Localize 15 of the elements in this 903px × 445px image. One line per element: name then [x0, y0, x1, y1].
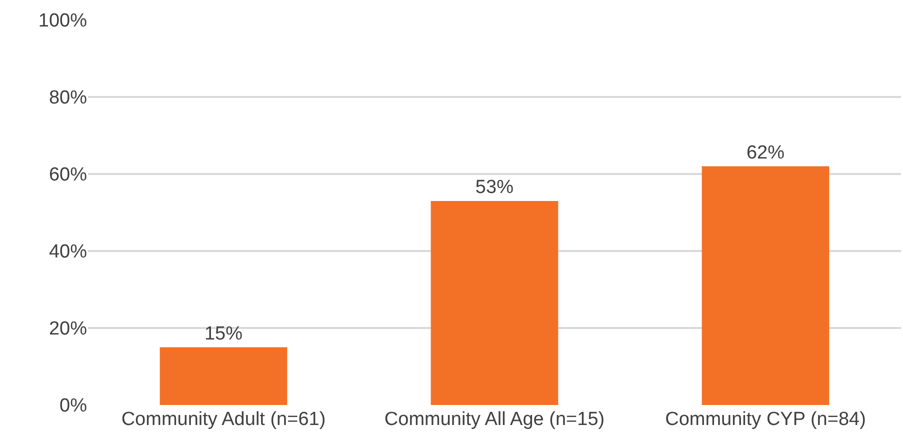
y-tick-label: 100%: [38, 10, 88, 32]
y-tick-label: 80%: [48, 88, 88, 109]
x-tick-label: Community All Age (n=15): [384, 409, 605, 430]
data-label: 62%: [746, 142, 785, 164]
bar: [430, 200, 558, 405]
bar: [702, 166, 830, 405]
y-tick-label: 60%: [48, 164, 88, 186]
y-tick-label: 0%: [60, 396, 88, 417]
data-label: 15%: [204, 323, 243, 344]
y-tick-label: 20%: [48, 318, 88, 340]
data-label: 53%: [475, 176, 514, 198]
x-tick-label: Community Adult (n=61): [121, 409, 326, 430]
x-tick-label: Community CYP (n=84): [665, 409, 866, 430]
bar: [160, 347, 288, 405]
y-tick-label: 40%: [48, 242, 88, 263]
